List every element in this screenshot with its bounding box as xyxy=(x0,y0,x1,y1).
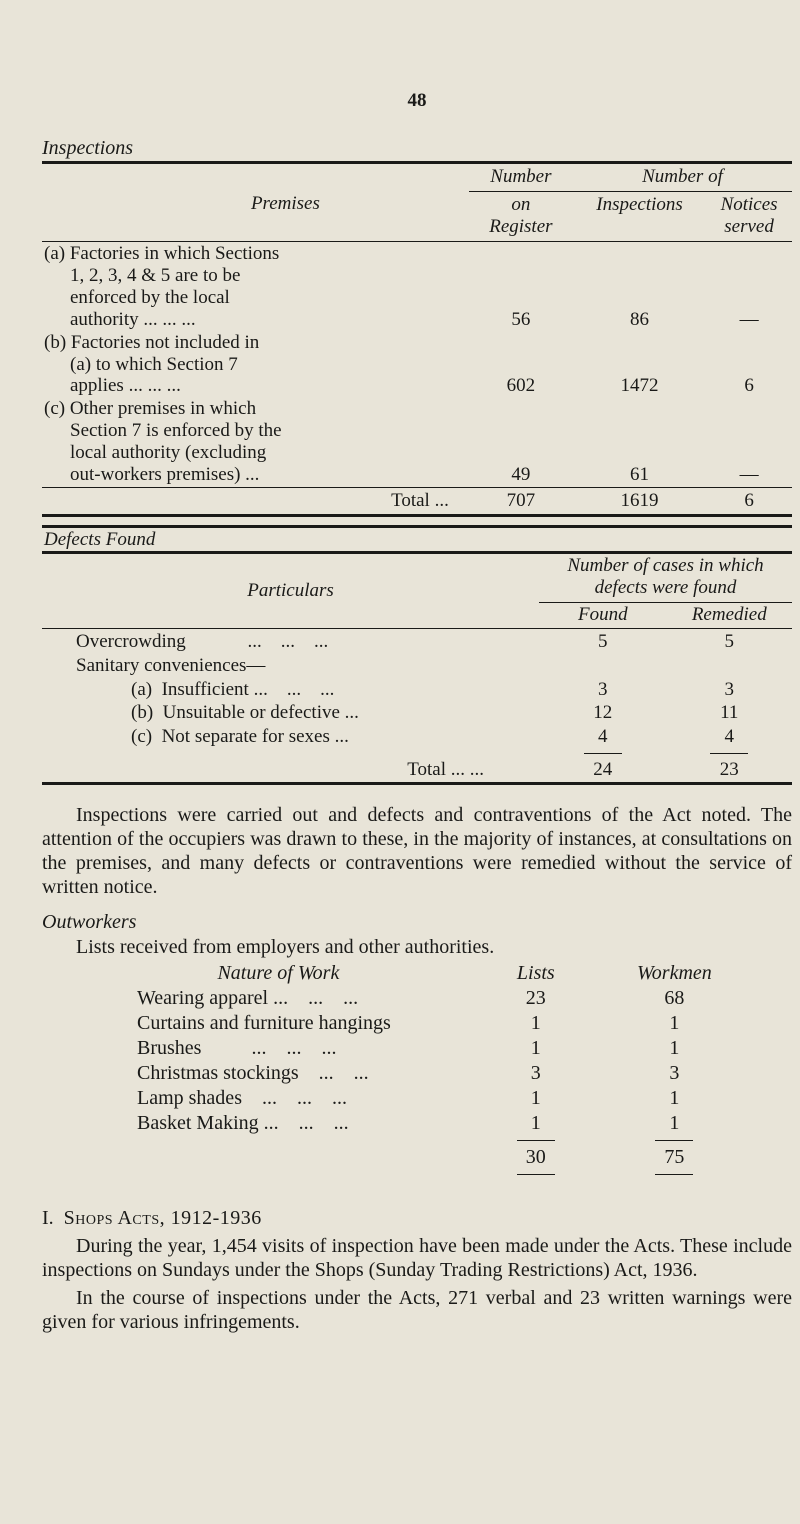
col-header: Premises xyxy=(42,191,469,240)
table-cell: 1 xyxy=(470,1086,602,1111)
table-cell: 68 xyxy=(602,986,747,1011)
table-cell: (c) Other premises in which Section 7 is… xyxy=(42,398,469,487)
col-header: Number of xyxy=(573,164,792,191)
table-cell: Lamp shades ... ... ... xyxy=(87,1086,470,1111)
table-cell: — xyxy=(706,243,792,331)
table-cell: 1 xyxy=(602,1036,747,1061)
table-cell: (a) Factories in which Sections 1, 2, 3,… xyxy=(42,243,469,331)
col-header: Number of cases in which defects were fo… xyxy=(539,554,792,602)
outworkers-heading: Outworkers xyxy=(42,911,792,934)
table-cell: Basket Making ... ... ... xyxy=(87,1111,470,1136)
table-cell: 86 xyxy=(573,243,706,331)
table-cell: 3 xyxy=(602,1061,747,1086)
table-cell: 3 xyxy=(667,678,792,702)
body-paragraph: Inspections were carried out and defects… xyxy=(42,803,792,899)
col-header: Particulars xyxy=(42,554,539,627)
table-cell: 5 xyxy=(667,630,792,654)
table-cell: (c) Not separate for sexes ... xyxy=(42,725,539,749)
table-cell: Wearing apparel ... ... ... xyxy=(87,986,470,1011)
table-cell: 3 xyxy=(470,1061,602,1086)
table-cell: Brushes ... ... ... xyxy=(87,1036,470,1061)
document-page: 48 Inspections Number Number of Premises… xyxy=(0,0,800,1524)
table-cell: 3 xyxy=(539,678,667,702)
table-cell: 4 xyxy=(539,725,667,749)
table-cell: 1 xyxy=(602,1086,747,1111)
col-header: Number xyxy=(469,164,573,191)
table-cell: 75 xyxy=(602,1145,747,1170)
table-cell xyxy=(539,654,667,678)
table-cell: Sanitary conveniences— xyxy=(42,654,539,678)
table-cell: Total ... xyxy=(42,487,469,513)
table-cell: 6 xyxy=(706,332,792,399)
table-cell: Christmas stockings ... ... xyxy=(87,1061,470,1086)
rule xyxy=(42,782,792,785)
body-paragraph: During the year, 1,454 visits of inspect… xyxy=(42,1234,792,1282)
table-cell: Total ... ... xyxy=(42,758,539,782)
body-paragraph: In the course of inspections under the A… xyxy=(42,1286,792,1334)
table-cell: Overcrowding ... ... ... xyxy=(42,630,539,654)
table-cell: 1619 xyxy=(573,487,706,513)
table-cell: 1472 xyxy=(573,332,706,399)
table-cell: 56 xyxy=(469,243,573,331)
col-header: Found xyxy=(539,603,667,627)
defects-table: Particulars Number of cases in which def… xyxy=(42,554,792,782)
table-cell: 1 xyxy=(602,1011,747,1036)
table-cell: 5 xyxy=(539,630,667,654)
table-cell: 23 xyxy=(470,986,602,1011)
defects-heading: Defects Found xyxy=(42,528,792,552)
table-cell: (b) Factories not included in (a) to whi… xyxy=(42,332,469,399)
col-header: Workmen xyxy=(602,961,747,986)
page-number: 48 xyxy=(42,90,792,112)
table-cell: 24 xyxy=(539,758,667,782)
table-cell: (a) Insufficient ... ... ... xyxy=(42,678,539,702)
table-cell: 49 xyxy=(469,398,573,487)
shops-heading: I. Shops Acts, 1912-1936 xyxy=(42,1207,792,1230)
table-cell: (b) Unsuitable or defective ... xyxy=(42,701,539,725)
table-cell: 61 xyxy=(573,398,706,487)
table-cell: — xyxy=(706,398,792,487)
table-cell: 1 xyxy=(470,1111,602,1136)
outworkers-table: Nature of Work Lists Workmen Wearing app… xyxy=(87,961,747,1179)
col-header: Nature of Work xyxy=(87,961,470,986)
outworkers-intro: Lists received from employers and other … xyxy=(42,936,792,959)
table-cell: 6 xyxy=(706,487,792,513)
table-cell: 12 xyxy=(539,701,667,725)
col-header: Notices served xyxy=(706,191,792,240)
table-cell xyxy=(667,654,792,678)
table-cell: 1 xyxy=(470,1036,602,1061)
table-cell: 1 xyxy=(602,1111,747,1136)
table-cell: 23 xyxy=(667,758,792,782)
table-cell: 1 xyxy=(470,1011,602,1036)
col-header: Remedied xyxy=(667,603,792,627)
inspections-heading: Inspections xyxy=(42,137,792,160)
col-header: Lists xyxy=(470,961,602,986)
col-header: on Register xyxy=(469,191,573,240)
table-cell: 602 xyxy=(469,332,573,399)
table-cell: 11 xyxy=(667,701,792,725)
table-cell: 30 xyxy=(470,1145,602,1170)
inspections-table: Number Number of Premises on Register In… xyxy=(42,164,792,514)
table-cell: Curtains and furniture hangings xyxy=(87,1011,470,1036)
table-cell: 707 xyxy=(469,487,573,513)
table-cell: 4 xyxy=(667,725,792,749)
col-header: Inspections xyxy=(573,191,706,240)
